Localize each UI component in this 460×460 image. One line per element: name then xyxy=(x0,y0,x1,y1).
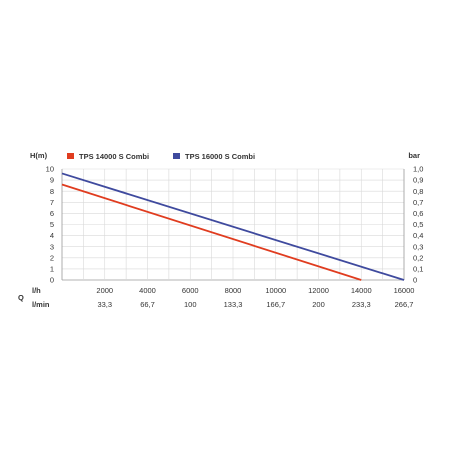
y-axis-label-left: H(m) xyxy=(30,151,48,160)
x-tick-label-lh: 12000 xyxy=(308,286,329,295)
y-tick-label-left: 0 xyxy=(50,276,54,285)
y-tick-label-right: 0,2 xyxy=(413,253,423,262)
y-tick-label-left: 10 xyxy=(46,165,54,174)
y-axis-label-right: bar xyxy=(408,151,420,160)
y-tick-label-left: 6 xyxy=(50,209,54,218)
x-tick-label-lmin: 100 xyxy=(184,300,197,309)
x-tick-label-lmin: 233,3 xyxy=(352,300,371,309)
y-tick-label-left: 8 xyxy=(50,187,54,196)
series-lines xyxy=(61,172,405,281)
legend-entry-tps-14000: TPS 14000 S Combi xyxy=(79,152,149,161)
y-tick-label-right: 0,7 xyxy=(413,198,423,207)
legend: TPS 14000 S Combi TPS 16000 S Combi xyxy=(67,152,255,161)
y-tick-label-right: 0,3 xyxy=(413,242,423,251)
x-tick-label-lmin: 266,7 xyxy=(395,300,414,309)
x-tick-label-lmin: 33,3 xyxy=(97,300,112,309)
grid xyxy=(61,168,405,281)
y-tick-label-right: 1,0 xyxy=(413,165,423,174)
x-axis-row-label-lmin: l/min xyxy=(32,300,50,309)
series-line-0 xyxy=(61,183,362,281)
y-tick-label-left: 4 xyxy=(50,231,54,240)
y-tick-label-left: 3 xyxy=(50,242,54,251)
legend-swatch-tps-16000 xyxy=(173,153,180,159)
x-tick-label-lmin: 133,3 xyxy=(224,300,243,309)
legend-entry-tps-16000: TPS 16000 S Combi xyxy=(185,152,255,161)
x-tick-label-lh: 6000 xyxy=(182,286,199,295)
y-tick-label-right: 0,9 xyxy=(413,176,423,185)
x-tick-label-lh: 2000 xyxy=(96,286,113,295)
x-tick-label-lmin: 200 xyxy=(312,300,325,309)
x-tick-label-lmin: 66,7 xyxy=(140,300,155,309)
x-tick-label-lh: 4000 xyxy=(139,286,156,295)
x-tick-label-lh: 10000 xyxy=(265,286,286,295)
x-tick-label-lh: 14000 xyxy=(351,286,372,295)
x-tick-label-lmin: 166,7 xyxy=(266,300,285,309)
y-tick-label-left: 7 xyxy=(50,198,54,207)
x-axis-row-label-lh: l/h xyxy=(32,286,41,295)
x-tick-label-lh: 16000 xyxy=(394,286,415,295)
x-tick-label-lh: 8000 xyxy=(225,286,242,295)
y-tick-label-left: 9 xyxy=(50,176,54,185)
series-line-1 xyxy=(61,172,405,281)
tick-labels: 0 0 1 0,1 2 0,2 3 0,3 4 0,4 5 0,5 6 0,6 7 0,7 8 0,8 9 0,9 10… xyxy=(46,165,424,309)
y-tick-label-left: 5 xyxy=(50,220,54,229)
x-axis-symbol-q: Q xyxy=(18,293,24,302)
y-tick-label-left: 2 xyxy=(50,253,54,262)
y-tick-label-right: 0,8 xyxy=(413,187,423,196)
y-tick-label-left: 1 xyxy=(50,265,54,274)
y-tick-label-right: 0,1 xyxy=(413,265,423,274)
y-tick-label-right: 0,6 xyxy=(413,209,423,218)
y-tick-label-right: 0 xyxy=(413,276,417,285)
y-tick-label-right: 0,4 xyxy=(413,231,423,240)
legend-swatch-tps-14000 xyxy=(67,153,74,159)
y-tick-label-right: 0,5 xyxy=(413,220,423,229)
